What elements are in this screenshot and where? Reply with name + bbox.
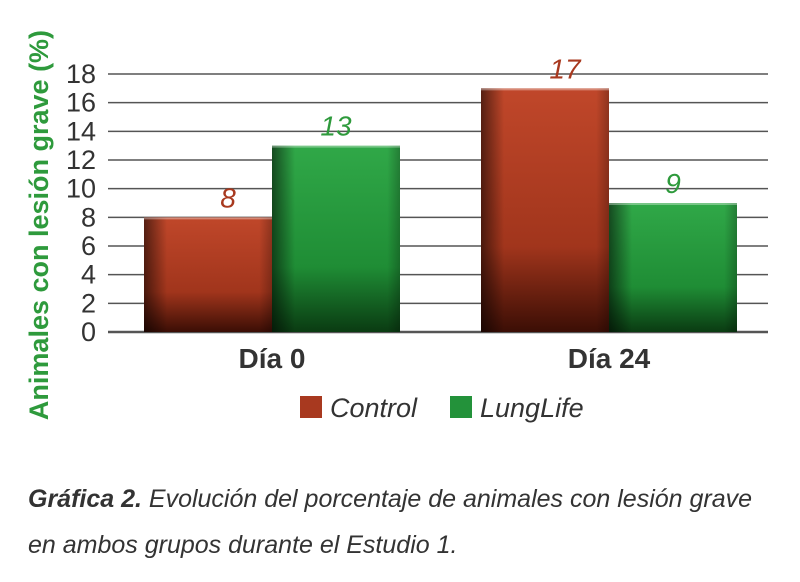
y-tick-label: 12: [66, 145, 96, 175]
data-label-lunglife-1: 9: [665, 168, 681, 199]
legend-swatch-lunglife: [450, 396, 472, 418]
caption-label: Gráfica 2.: [28, 485, 142, 513]
figure-caption: Gráfica 2. Evolución del porcentaje de a…: [28, 476, 778, 568]
y-tick-label: 0: [81, 317, 96, 347]
y-tick-label: 4: [81, 260, 96, 290]
y-tick-label: 6: [81, 231, 96, 261]
y-tick-label: 18: [66, 59, 96, 89]
legend-label-lunglife: LungLife: [480, 393, 584, 423]
y-tick-label: 14: [66, 116, 96, 146]
bar-shade-control-1: [481, 88, 609, 332]
legend-swatch-control: [300, 396, 322, 418]
x-category-label: Día 24: [568, 343, 651, 374]
data-label-lunglife-0: 13: [320, 111, 352, 142]
y-axis-label: Animales con lesión grave (%): [24, 30, 54, 420]
data-label-control-0: 8: [220, 182, 236, 213]
y-tick-label: 2: [81, 288, 96, 318]
legend-label-control: Control: [330, 393, 418, 423]
x-category-label: Día 0: [239, 343, 306, 374]
y-tick-label: 8: [81, 202, 96, 232]
y-tick-label: 10: [66, 174, 96, 204]
y-tick-label: 16: [66, 88, 96, 118]
bar-shade-lunglife-1: [609, 203, 737, 332]
data-label-control-1: 17: [549, 53, 582, 84]
caption-text: Evolución del porcentaje de animales con…: [28, 485, 753, 559]
bar-shade-control-0: [144, 217, 272, 332]
bar-shade-lunglife-0: [272, 145, 400, 332]
